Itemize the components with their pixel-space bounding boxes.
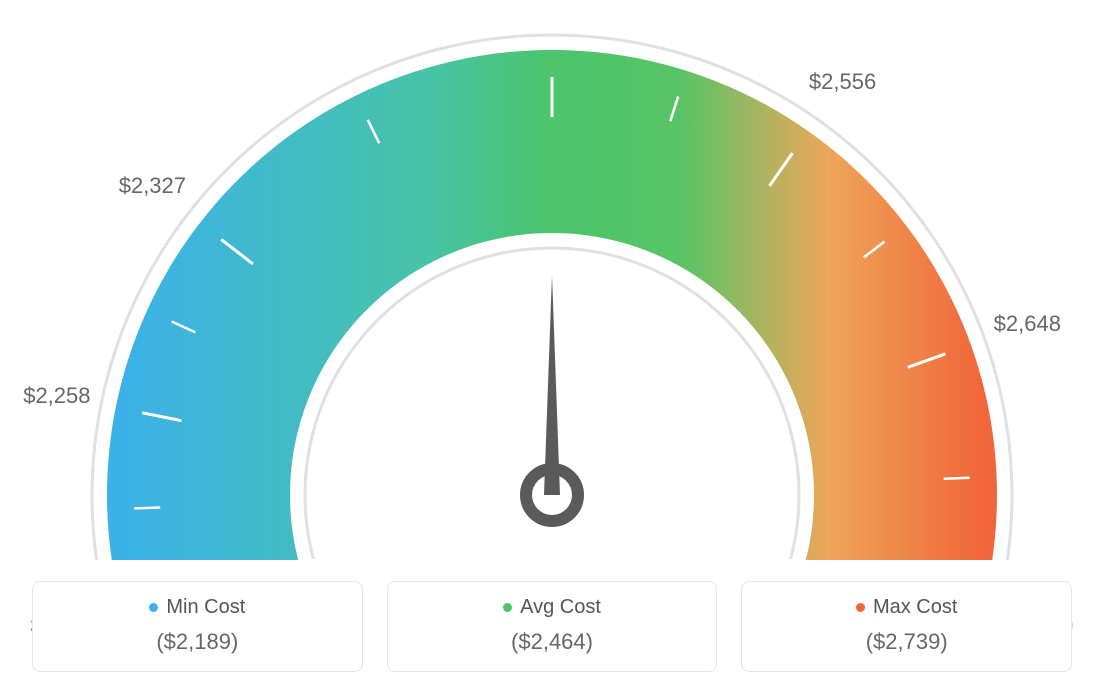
legend-dot-avg: [503, 603, 512, 612]
gauge-svg: [0, 0, 1104, 560]
legend-title-min: Min Cost: [149, 596, 245, 619]
gauge-tick-label: $2,327: [119, 173, 186, 199]
legend-dot-min: [149, 603, 158, 612]
legend-title-max: Max Cost: [856, 596, 957, 619]
gauge-tick-label: $2,556: [809, 69, 876, 95]
gauge-tick-label: $2,648: [994, 311, 1061, 337]
legend-value-avg: ($2,464): [398, 629, 707, 655]
gauge-area: $2,189$2,258$2,327$2,464$2,556$2,648$2,7…: [0, 0, 1104, 560]
legend-card-min: Min Cost ($2,189): [32, 581, 363, 672]
legend-dot-max: [856, 603, 865, 612]
legend-title-max-text: Max Cost: [873, 596, 957, 619]
legend-row: Min Cost ($2,189) Avg Cost ($2,464) Max …: [32, 581, 1072, 672]
chart-container: $2,189$2,258$2,327$2,464$2,556$2,648$2,7…: [0, 0, 1104, 690]
gauge-tick-label: $2,258: [23, 383, 90, 409]
legend-value-max: ($2,739): [752, 629, 1061, 655]
legend-title-min-text: Min Cost: [166, 596, 245, 619]
legend-card-max: Max Cost ($2,739): [741, 581, 1072, 672]
legend-card-avg: Avg Cost ($2,464): [387, 581, 718, 672]
legend-title-avg: Avg Cost: [503, 596, 601, 619]
legend-value-min: ($2,189): [43, 629, 352, 655]
legend-title-avg-text: Avg Cost: [520, 596, 601, 619]
gauge-tick-label: $2,464: [518, 0, 585, 3]
